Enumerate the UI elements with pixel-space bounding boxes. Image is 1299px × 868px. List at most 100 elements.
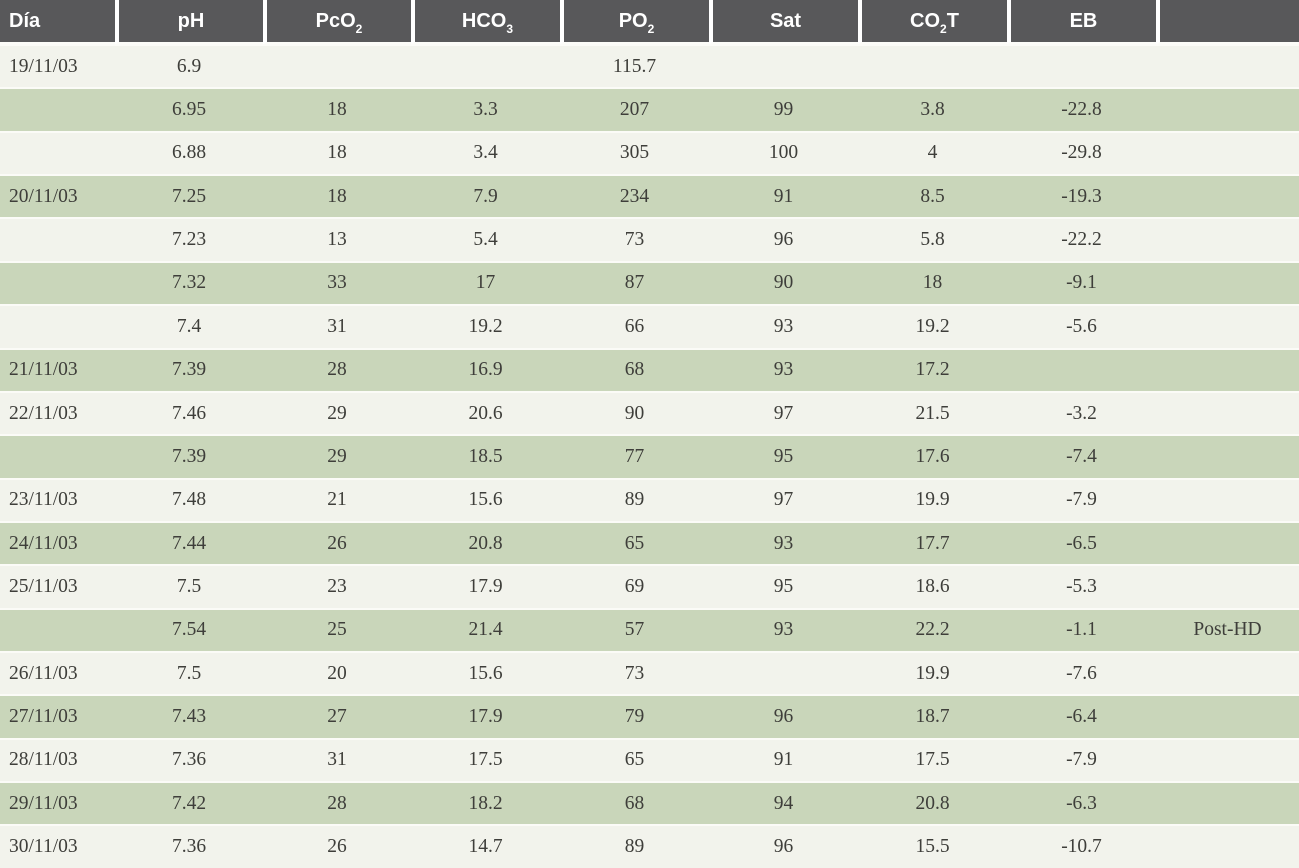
value-cell-co2t: 5.8 <box>858 217 1007 261</box>
value-cell-po2: 89 <box>560 477 709 521</box>
note-cell <box>1156 130 1299 175</box>
date-cell: 20/11/03 <box>0 174 115 218</box>
note-cell <box>1156 694 1299 738</box>
date-cell: 25/11/03 <box>0 564 115 608</box>
value-cell-po2: 65 <box>560 520 709 565</box>
value-cell-hco3: 16.9 <box>411 347 560 391</box>
value-cell-po2: 115.7 <box>560 44 709 88</box>
value-cell-ph: 7.4 <box>115 304 263 348</box>
value-cell-co2t: 15.5 <box>858 824 1007 868</box>
value-cell-po2: 68 <box>560 781 709 825</box>
note-cell <box>1156 520 1299 565</box>
column-header-label: PO <box>618 9 648 32</box>
column-header-note <box>1156 0 1299 44</box>
value-cell-sat: 96 <box>709 694 858 738</box>
value-cell-eb: -7.6 <box>1007 651 1156 695</box>
value-cell-po2: 305 <box>560 130 709 175</box>
value-cell-hco3: 15.6 <box>411 651 560 695</box>
value-cell-eb: -19.3 <box>1007 174 1156 218</box>
value-cell-pco2: 18 <box>263 130 411 175</box>
date-cell: 23/11/03 <box>0 477 115 521</box>
column-header-subscript: 2 <box>355 21 363 36</box>
column-header-co2t: CO2T <box>858 0 1007 44</box>
header-row: Día pH PcO2 HCO3 PO2 Sat CO2T EB <box>0 0 1299 44</box>
value-cell-co2t: 8.5 <box>858 174 1007 218</box>
value-cell-po2: 66 <box>560 304 709 348</box>
value-cell-hco3: 18.5 <box>411 434 560 478</box>
table-row: 24/11/03 7.44 26 20.8 65 93 17.7 -6.5 <box>0 520 1299 565</box>
column-header-suffix: T <box>946 9 959 32</box>
note-cell <box>1156 304 1299 348</box>
value-cell-ph: 7.5 <box>115 564 263 608</box>
value-cell-eb: -5.3 <box>1007 564 1156 608</box>
value-cell-pco2: 29 <box>263 434 411 478</box>
value-cell-po2: 73 <box>560 217 709 261</box>
value-cell-ph: 6.9 <box>115 44 263 88</box>
value-cell-co2t: 3.8 <box>858 87 1007 131</box>
value-cell-sat: 94 <box>709 781 858 825</box>
table-row: 28/11/03 7.36 31 17.5 65 91 17.5 -7.9 <box>0 737 1299 782</box>
column-header-ph: pH <box>115 0 263 44</box>
value-cell-pco2: 31 <box>263 304 411 348</box>
value-cell-pco2: 33 <box>263 260 411 305</box>
value-cell-ph: 6.95 <box>115 87 263 131</box>
value-cell-sat: 91 <box>709 737 858 782</box>
value-cell-sat: 97 <box>709 390 858 435</box>
value-cell-hco3: 21.4 <box>411 607 560 652</box>
value-cell-co2t: 20.8 <box>858 781 1007 825</box>
table-row: 7.32 33 17 87 90 18 -9.1 <box>0 260 1299 305</box>
column-header-label: Día <box>9 9 41 32</box>
value-cell-hco3: 17.5 <box>411 737 560 782</box>
value-cell-eb: -22.2 <box>1007 217 1156 261</box>
value-cell-hco3: 14.7 <box>411 824 560 868</box>
value-cell-eb: -22.8 <box>1007 87 1156 131</box>
value-cell-pco2: 27 <box>263 694 411 738</box>
date-cell <box>0 87 115 131</box>
value-cell-sat: 95 <box>709 434 858 478</box>
table-row: 6.88 18 3.4 305 100 4 -29.8 <box>0 130 1299 175</box>
value-cell-co2t: 17.5 <box>858 737 1007 782</box>
value-cell-ph: 7.43 <box>115 694 263 738</box>
note-cell: Post-HD <box>1156 607 1299 652</box>
note-cell <box>1156 651 1299 695</box>
value-cell-co2t: 19.2 <box>858 304 1007 348</box>
table-row: 27/11/03 7.43 27 17.9 79 96 18.7 -6.4 <box>0 694 1299 738</box>
value-cell-co2t: 17.7 <box>858 520 1007 565</box>
value-cell-ph: 7.39 <box>115 434 263 478</box>
value-cell-hco3: 5.4 <box>411 217 560 261</box>
value-cell-sat: 90 <box>709 260 858 305</box>
value-cell-co2t: 17.2 <box>858 347 1007 391</box>
value-cell-ph: 7.25 <box>115 174 263 218</box>
note-cell <box>1156 260 1299 305</box>
value-cell-eb: -7.9 <box>1007 737 1156 782</box>
date-cell: 30/11/03 <box>0 824 115 868</box>
value-cell-eb: -10.7 <box>1007 824 1156 868</box>
value-cell-hco3: 19.2 <box>411 304 560 348</box>
value-cell-pco2: 18 <box>263 87 411 131</box>
value-cell-eb: -6.5 <box>1007 520 1156 565</box>
value-cell-ph: 7.23 <box>115 217 263 261</box>
date-cell <box>0 217 115 261</box>
column-header-label: Sat <box>769 9 802 32</box>
value-cell-po2: 77 <box>560 434 709 478</box>
value-cell-eb: -1.1 <box>1007 607 1156 652</box>
value-cell-ph: 7.42 <box>115 781 263 825</box>
value-cell-co2t: 17.6 <box>858 434 1007 478</box>
note-cell <box>1156 87 1299 131</box>
table-row: 21/11/03 7.39 28 16.9 68 93 17.2 <box>0 347 1299 391</box>
value-cell-co2t: 18.6 <box>858 564 1007 608</box>
note-cell <box>1156 824 1299 868</box>
value-cell-hco3: 17.9 <box>411 564 560 608</box>
column-header-pco2: PcO2 <box>263 0 411 44</box>
column-header-subscript: 2 <box>647 21 655 36</box>
date-cell: 27/11/03 <box>0 694 115 738</box>
value-cell-po2: 65 <box>560 737 709 782</box>
value-cell-co2t: 22.2 <box>858 607 1007 652</box>
note-cell <box>1156 44 1299 88</box>
value-cell-sat: 96 <box>709 824 858 868</box>
note-cell <box>1156 564 1299 608</box>
value-cell-pco2: 29 <box>263 390 411 435</box>
value-cell-sat: 95 <box>709 564 858 608</box>
